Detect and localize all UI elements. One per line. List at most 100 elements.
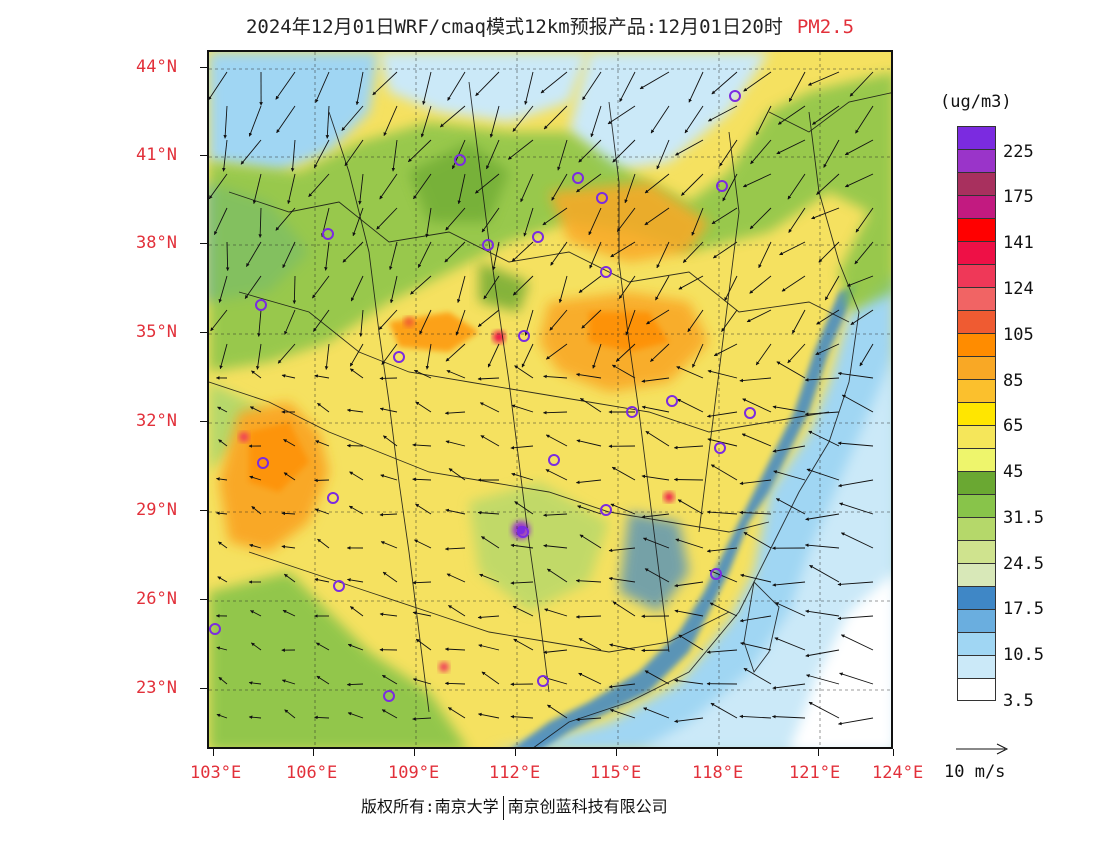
wind-vector xyxy=(275,71,296,100)
legend-swatch xyxy=(957,379,996,402)
legend-unit: (ug/m3) xyxy=(940,92,1012,112)
wind-vector xyxy=(415,638,432,651)
wind-vector xyxy=(219,343,228,370)
wind-vector xyxy=(389,275,398,304)
wind-vector xyxy=(578,672,602,685)
wind-vector xyxy=(724,275,738,302)
wind-vector xyxy=(317,402,330,413)
wind-vector xyxy=(489,105,500,138)
wind-vector xyxy=(645,430,670,447)
wind-vector xyxy=(222,139,228,172)
wind-vector xyxy=(448,468,466,481)
wind-vector xyxy=(550,241,568,266)
wind-vector xyxy=(818,241,840,263)
wind-vector xyxy=(308,173,330,198)
wind-vector xyxy=(249,406,262,413)
wind-vector xyxy=(811,207,840,220)
wind-vector xyxy=(512,605,534,617)
pm25-map[interactable] xyxy=(207,50,893,749)
wind-vector xyxy=(643,537,670,549)
wind-vector xyxy=(612,601,636,617)
wind-vector xyxy=(656,139,670,170)
legend-swatch xyxy=(957,402,996,425)
legend-swatch xyxy=(957,241,996,264)
wind-vector xyxy=(575,717,602,722)
wind-vector xyxy=(837,371,874,379)
title-text: 2024年12月01日WRF/cmaq模式12km预报产品:12月01日20时 xyxy=(245,16,783,38)
legend-swatch xyxy=(957,218,996,241)
wind-vector xyxy=(549,309,568,331)
wind-vector xyxy=(776,139,806,155)
legend-label: 225 xyxy=(1003,142,1034,162)
wind-vector xyxy=(610,241,636,258)
wind-vector xyxy=(578,275,602,293)
wind-vector xyxy=(281,544,296,549)
wind-vector xyxy=(225,241,230,271)
wind-vector xyxy=(543,513,568,517)
wind-vector xyxy=(746,309,772,323)
wind-vector xyxy=(315,440,330,447)
wind-vector xyxy=(609,643,636,651)
wind-vector xyxy=(246,241,262,267)
wind-vector xyxy=(381,709,398,719)
wind-vector xyxy=(543,374,568,379)
wind-vector xyxy=(347,578,364,583)
wind-vector xyxy=(282,241,296,269)
legend-swatch xyxy=(957,494,996,517)
wind-vector xyxy=(684,105,704,134)
wind-vector xyxy=(804,543,840,549)
wind-vector xyxy=(839,672,874,685)
wind-vector xyxy=(816,309,840,325)
wind-vector xyxy=(841,394,874,413)
wind-vector xyxy=(710,464,738,481)
wind-vector xyxy=(739,479,772,486)
wind-vector xyxy=(216,713,228,719)
wind-vector xyxy=(750,139,772,165)
legend-swatch xyxy=(957,310,996,333)
wind-vector xyxy=(543,544,568,549)
wind-vector xyxy=(854,241,874,265)
wind-vector xyxy=(445,207,466,231)
wind-vector xyxy=(244,275,262,299)
wind-vector xyxy=(258,207,262,238)
wind-vector xyxy=(611,466,636,481)
wind-vector xyxy=(741,433,772,447)
wind-vector xyxy=(582,71,602,101)
wind-vector xyxy=(749,275,772,294)
wind-vector xyxy=(486,139,500,170)
wind-vector xyxy=(674,678,704,685)
legend-swatch xyxy=(957,126,996,149)
wind-vector xyxy=(815,343,840,356)
wind-vector xyxy=(492,241,500,271)
wind-vector xyxy=(412,580,432,585)
lat-label: 41°N xyxy=(136,145,177,165)
wind-vector xyxy=(607,105,636,125)
wind-vector xyxy=(808,430,840,447)
wind-vector xyxy=(251,506,262,515)
wind-vector xyxy=(412,678,432,685)
wind-vector xyxy=(512,105,534,132)
wind-vector xyxy=(521,343,534,368)
wind-vector xyxy=(644,207,670,226)
wind-vector xyxy=(773,470,806,481)
wind-vector xyxy=(707,438,738,447)
wind-vector xyxy=(447,71,466,101)
legend-swatch xyxy=(957,425,996,448)
wind-vector xyxy=(510,445,534,450)
wind-vector xyxy=(344,139,364,167)
wind-vector xyxy=(776,361,806,379)
wind-vector xyxy=(359,309,364,337)
wind-vector xyxy=(350,606,364,617)
wind-vector xyxy=(249,475,262,481)
wind-vector xyxy=(758,241,772,269)
wind-vector xyxy=(477,615,500,620)
map-canvas xyxy=(209,52,891,747)
wind-vector xyxy=(706,547,738,553)
wind-vector xyxy=(706,649,738,654)
wind-vector xyxy=(281,679,296,685)
lat-label: 35°N xyxy=(136,322,177,342)
wind-vector xyxy=(383,435,398,447)
wind-vector xyxy=(624,173,636,204)
wind-vector xyxy=(673,477,704,482)
wind-vector xyxy=(444,647,466,651)
